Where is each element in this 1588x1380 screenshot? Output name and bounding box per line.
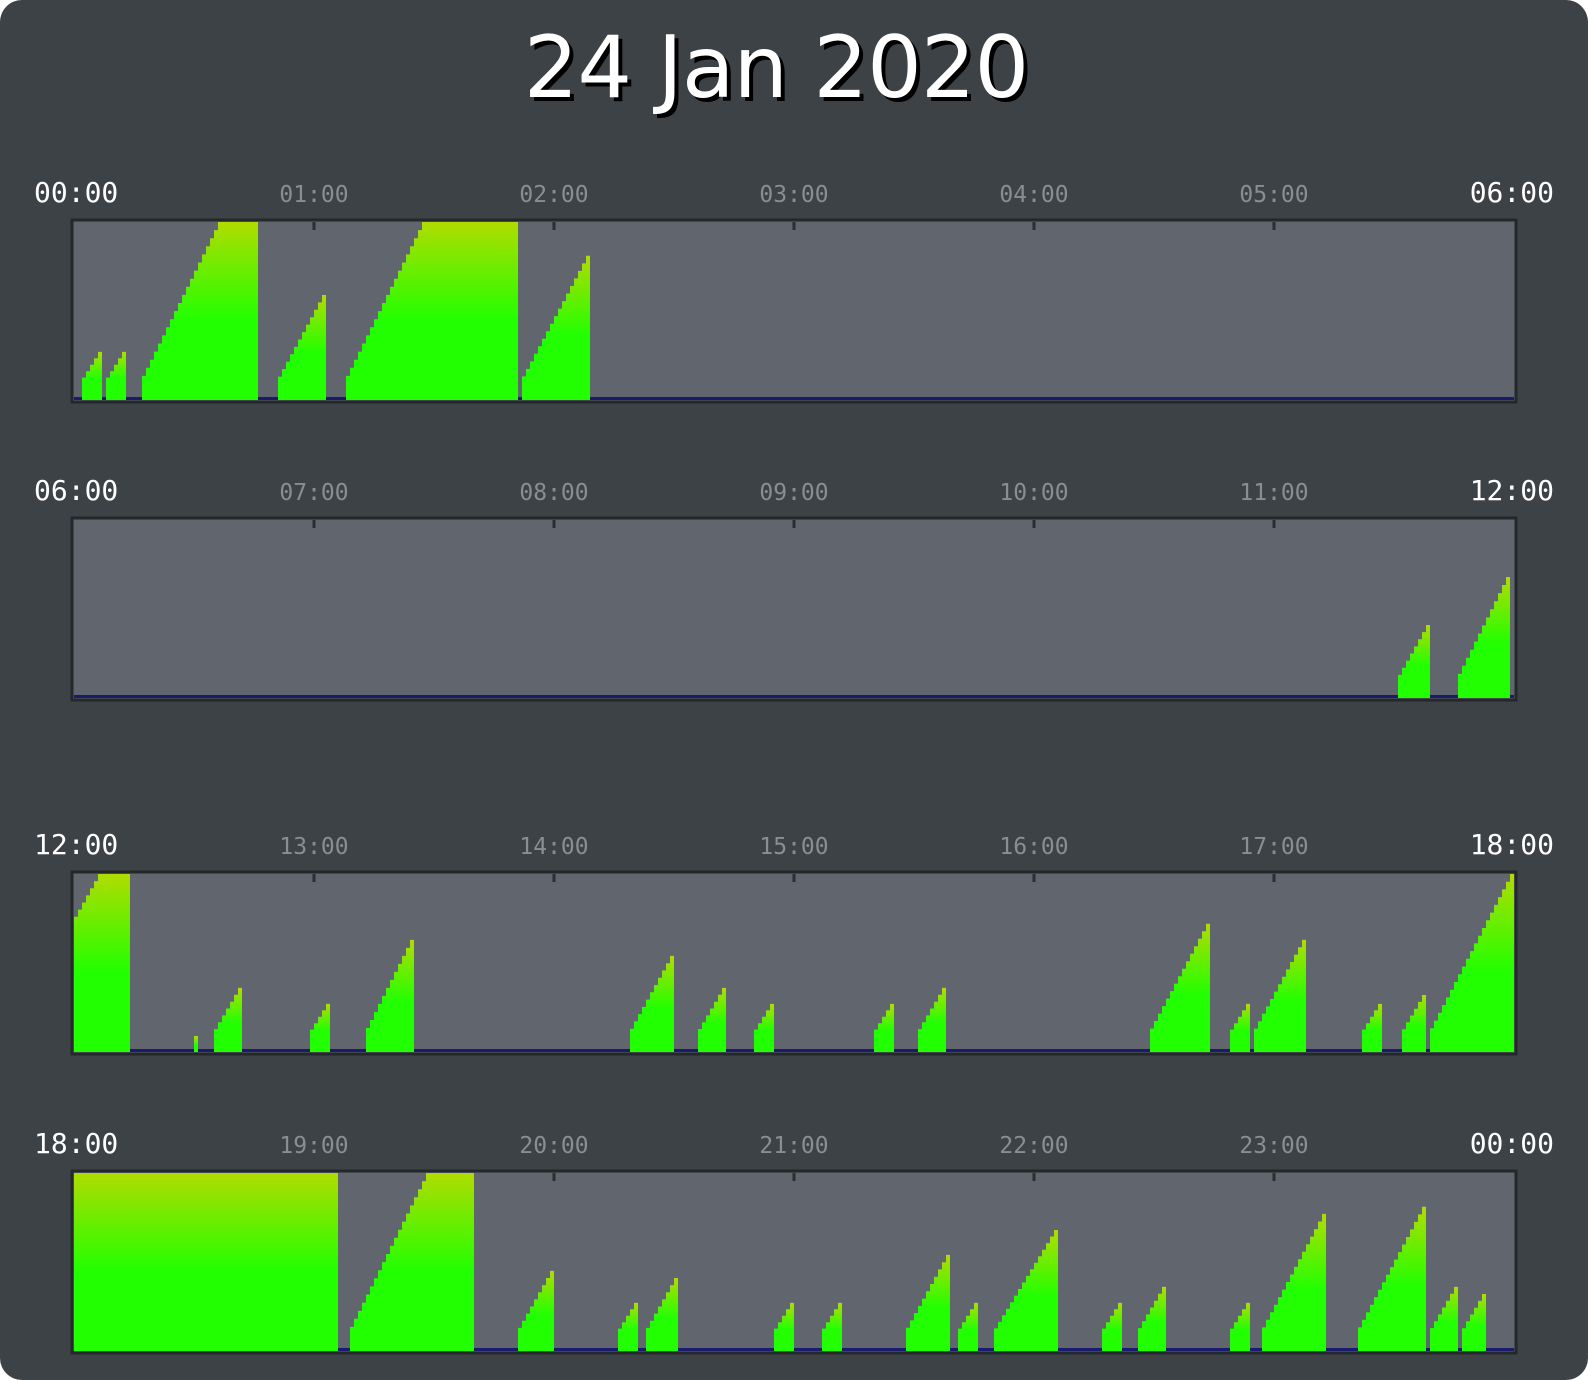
tick-label: 05:00 [1239,182,1308,208]
tick-label: 12:00 [1470,474,1554,507]
activity-segment [1430,874,1514,1052]
tick-label: 03:00 [759,182,828,208]
tick-label: 23:00 [1239,1133,1308,1159]
tick-mark [792,520,796,528]
tick-mark [312,222,316,230]
activity-segment [918,987,946,1052]
activity-segment [630,955,674,1052]
tick-mark [792,1173,796,1181]
baseline [74,1049,1514,1052]
activity-segment [1230,1003,1250,1052]
tick-mark [1272,874,1276,882]
activity-segment [1462,1294,1486,1351]
tick-label: 19:00 [279,1133,348,1159]
activity-segment [1430,1286,1458,1351]
tick-label: 06:00 [34,474,118,507]
activity-segment [518,1270,554,1351]
tick-label: 06:00 [1470,176,1554,209]
activity-segment [426,222,518,400]
activity-segment [698,987,726,1052]
activity-segment [958,1302,978,1351]
tick-label: 08:00 [519,480,588,506]
tick-label: 02:00 [519,182,588,208]
activity-segment [194,1036,198,1052]
tick-mark [552,1173,556,1181]
activity-segment [1138,1286,1166,1351]
tick-label: 18:00 [1470,828,1554,861]
activity-segment [366,939,414,1052]
activity-segment [618,1302,638,1351]
tick-label: 18:00 [34,1127,118,1160]
activity-segment [350,1173,430,1351]
tick-mark [1272,520,1276,528]
activity-segment [774,1302,794,1351]
tick-label: 17:00 [1239,834,1308,860]
activity-segment [1254,939,1306,1052]
activity-segment [1150,923,1210,1052]
tick-label: 14:00 [519,834,588,860]
tick-label: 11:00 [1239,480,1308,506]
activity-segment [346,222,426,400]
activity-segment [1402,995,1426,1052]
tick-label: 04:00 [999,182,1068,208]
activity-segment [646,1278,678,1351]
activity-segment [106,351,126,400]
tick-label: 12:00 [34,828,118,861]
tick-label: 16:00 [999,834,1068,860]
tick-mark [1272,222,1276,230]
activity-segment [1262,1213,1326,1351]
chart-title: 24 Jan 2020 [523,18,1030,118]
activity-segment [754,1003,774,1052]
tick-mark [312,874,316,882]
tick-label: 09:00 [759,480,828,506]
tick-mark [312,520,316,528]
activity-segment [214,987,242,1052]
tick-mark [1032,1173,1036,1181]
activity-segment [222,222,258,400]
baseline [74,397,1514,400]
activity-segment [430,1173,474,1351]
activity-segment [142,222,222,400]
tick-label: 10:00 [999,480,1068,506]
activity-segment [822,1302,842,1351]
tick-mark [552,520,556,528]
tick-mark [552,222,556,230]
tick-label: 01:00 [279,182,348,208]
tick-mark [1032,520,1036,528]
tick-label: 07:00 [279,480,348,506]
activity-segment [74,1173,338,1351]
tick-label: 00:00 [34,176,118,209]
tick-mark [792,874,796,882]
tick-mark [1272,1173,1276,1181]
tick-label: 22:00 [999,1133,1068,1159]
tick-label: 13:00 [279,834,348,860]
tick-mark [1032,874,1036,882]
activity-segment [310,1003,330,1052]
activity-segment [874,1003,894,1052]
activity-segment [994,1230,1058,1351]
tick-mark [552,874,556,882]
activity-segment [102,874,130,1052]
baseline [74,695,1514,698]
activity-segment [1230,1302,1250,1351]
activity-segment [82,351,102,400]
activity-segment [522,255,590,400]
activity-segment [1102,1302,1122,1351]
tick-label: 15:00 [759,834,828,860]
activity-segment [278,295,326,400]
tick-mark [792,222,796,230]
tick-label: 21:00 [759,1133,828,1159]
plot-panel [70,516,1518,702]
activity-segment [1358,1206,1426,1351]
activity-segment [1458,577,1510,698]
activity-segment [906,1254,950,1351]
activity-segment [74,874,102,1052]
tick-mark [1032,222,1036,230]
activity-segment [1362,1003,1382,1052]
tick-label: 00:00 [1470,1127,1554,1160]
activity-segment [1398,625,1430,698]
tick-label: 20:00 [519,1133,588,1159]
